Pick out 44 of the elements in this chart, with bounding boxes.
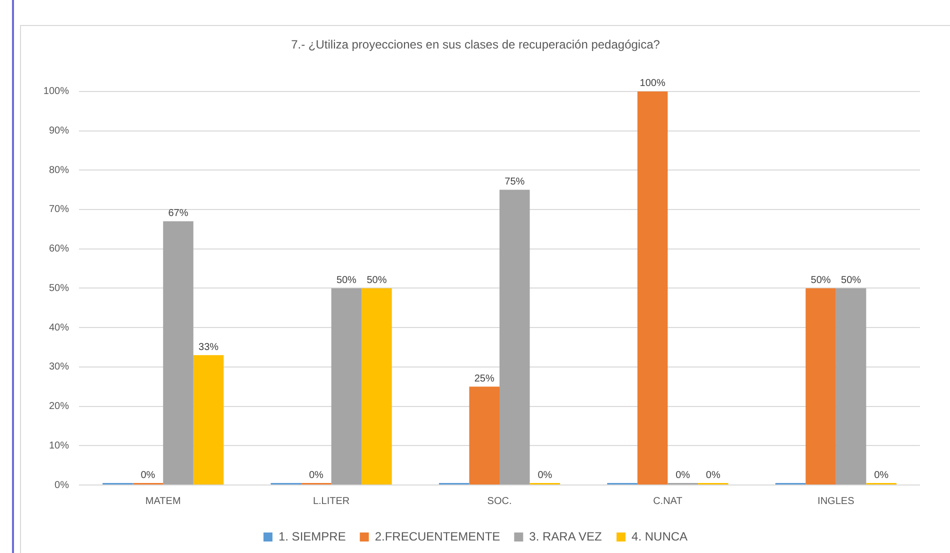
bar bbox=[500, 190, 530, 484]
y-tick-label: 30% bbox=[48, 362, 70, 373]
y-tick-label: 60% bbox=[48, 244, 70, 255]
x-tick-label: C.NAT bbox=[653, 496, 682, 507]
data-label: 50% bbox=[336, 274, 357, 286]
y-tick-label: 90% bbox=[48, 126, 70, 137]
data-label: 100% bbox=[640, 78, 666, 90]
x-tick-label: L.LITER bbox=[312, 496, 350, 507]
data-label: 75% bbox=[504, 176, 525, 188]
bar bbox=[163, 221, 194, 484]
bar bbox=[193, 355, 224, 484]
data-label: 67% bbox=[168, 208, 188, 220]
bar bbox=[362, 288, 392, 484]
data-label: 0% bbox=[140, 470, 156, 481]
y-tick-label: 70% bbox=[48, 204, 70, 216]
legend-label: 1. SIEMPRE bbox=[278, 529, 346, 544]
x-tick-label: MATEM bbox=[145, 496, 181, 507]
y-tick-label: 100% bbox=[43, 86, 70, 98]
data-label: 0% bbox=[308, 470, 324, 481]
data-label: 33% bbox=[198, 342, 219, 353]
bar bbox=[806, 288, 836, 484]
y-tick-label: 40% bbox=[48, 322, 70, 334]
y-tick-label: 0% bbox=[54, 480, 70, 491]
y-tick-label: 80% bbox=[48, 164, 70, 176]
data-label: 50% bbox=[810, 274, 831, 286]
data-label: 0% bbox=[538, 470, 552, 481]
legend-label: 3. RARA VEZ bbox=[529, 529, 602, 544]
bar bbox=[469, 386, 500, 484]
data-label: 50% bbox=[366, 274, 387, 286]
data-label: 0% bbox=[676, 470, 690, 481]
y-tick-label: 50% bbox=[48, 282, 70, 294]
chart-title: 7.- ¿Utiliza proyecciones en sus clases de recuperación pedagógica? bbox=[291, 38, 660, 52]
y-tick-label: 20% bbox=[48, 401, 70, 412]
y-tick-label: 10% bbox=[48, 440, 70, 452]
data-label: 0% bbox=[706, 470, 720, 481]
legend-label: 2.FRECUENTEMENTE bbox=[374, 529, 500, 544]
data-label: 0% bbox=[874, 470, 889, 481]
legend-label: 4. NUNCA bbox=[632, 529, 688, 544]
x-tick-label: INGLES bbox=[818, 496, 855, 507]
data-label: 50% bbox=[841, 274, 862, 286]
data-label: 25% bbox=[474, 373, 494, 384]
x-tick-label: SOC. bbox=[487, 496, 512, 507]
bar bbox=[836, 288, 866, 484]
bar bbox=[331, 288, 362, 484]
